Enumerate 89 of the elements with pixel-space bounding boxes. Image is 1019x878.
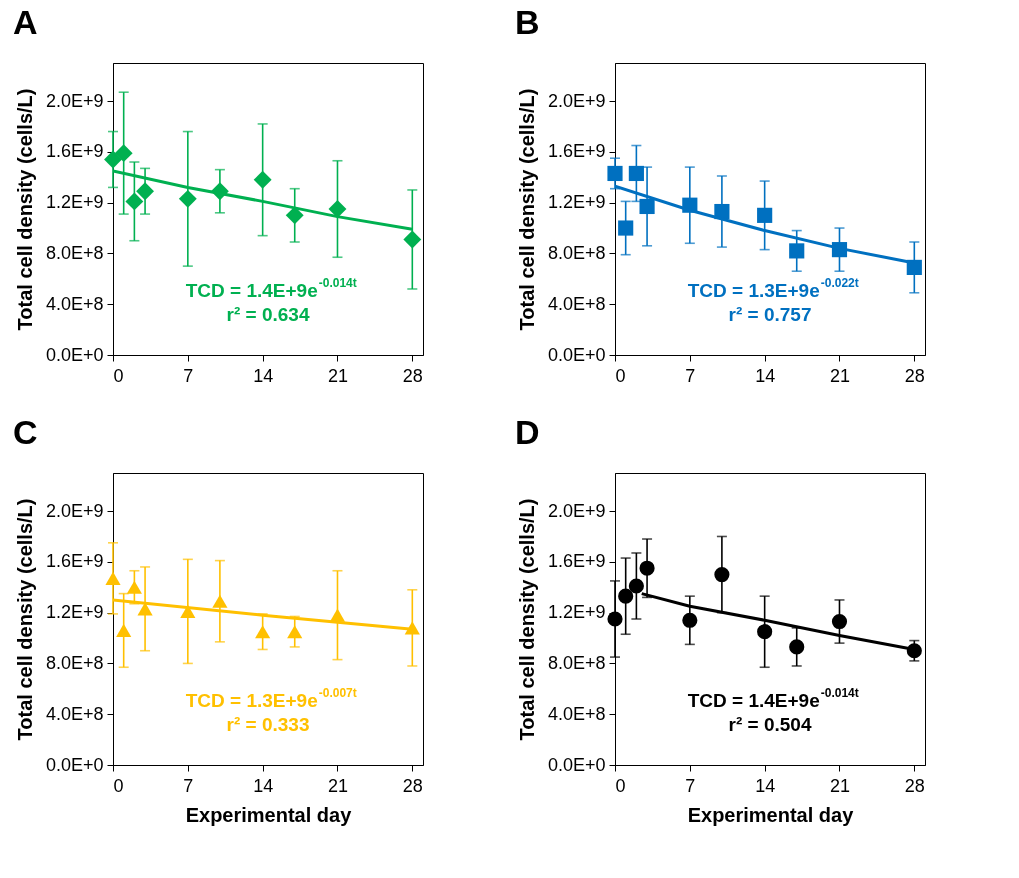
y-tick-label: 8.0E+8 xyxy=(547,242,606,263)
y-tick-label: 1.6E+9 xyxy=(45,141,104,162)
y-tick-label: 2.0E+9 xyxy=(547,500,606,521)
x-tick-label: 7 xyxy=(183,365,194,386)
point xyxy=(403,230,422,249)
y-tick-label: 2.0E+9 xyxy=(547,90,606,111)
point xyxy=(125,192,144,211)
chart-title: B xyxy=(515,3,540,41)
x-tick-label: 28 xyxy=(402,775,423,796)
point xyxy=(757,624,773,640)
x-tick-label: 28 xyxy=(904,365,925,386)
point xyxy=(178,189,197,208)
y-tick-label: 1.2E+9 xyxy=(547,192,606,213)
x-tick-label: 0 xyxy=(113,365,124,386)
point xyxy=(639,560,655,576)
point xyxy=(126,580,142,594)
x-tick-label: 14 xyxy=(253,775,274,796)
x-tick-label: 21 xyxy=(327,775,348,796)
y-tick-label: 1.6E+9 xyxy=(45,551,104,572)
point xyxy=(285,206,304,225)
annotation: r² = 0.504 xyxy=(728,713,812,735)
y-tick-label: 0.0E+0 xyxy=(547,344,606,365)
point xyxy=(105,571,121,585)
y-axis-title: Total cell density (cells/L) xyxy=(515,498,538,741)
y-tick-label: 2.0E+9 xyxy=(45,500,104,521)
y-axis-title: Total cell density (cells/L) xyxy=(13,88,36,331)
point xyxy=(831,613,848,630)
y-tick-label: 8.0E+8 xyxy=(45,242,104,263)
x-tick-label: 14 xyxy=(253,365,274,386)
point xyxy=(287,625,303,639)
x-tick-label: 14 xyxy=(755,365,776,386)
point xyxy=(618,588,634,604)
y-tick-label: 4.0E+8 xyxy=(547,293,606,314)
point xyxy=(757,207,773,223)
point xyxy=(714,567,730,583)
y-tick-label: 1.2E+9 xyxy=(45,602,104,623)
point xyxy=(628,165,644,182)
y-tick-label: 1.6E+9 xyxy=(547,141,606,162)
point xyxy=(255,625,271,639)
point xyxy=(639,198,655,215)
point xyxy=(116,623,132,637)
point xyxy=(607,165,623,182)
y-tick-label: 1.6E+9 xyxy=(547,551,606,572)
point xyxy=(114,144,133,163)
point xyxy=(212,594,228,608)
x-tick-label: 0 xyxy=(113,775,124,796)
x-axis-title: Experimental day xyxy=(687,803,855,826)
annotation: r² = 0.757 xyxy=(728,303,812,325)
chart-title: A xyxy=(13,3,38,41)
x-tick-label: 21 xyxy=(829,775,850,796)
x-tick-label: 7 xyxy=(685,775,696,796)
y-tick-label: 4.0E+8 xyxy=(547,703,606,724)
y-tick-label: 0.0E+0 xyxy=(45,754,104,775)
y-tick-label: 4.0E+8 xyxy=(45,293,104,314)
y-tick-label: 0.0E+0 xyxy=(45,344,104,365)
point xyxy=(104,150,122,169)
y-tick-label: 4.0E+8 xyxy=(45,703,104,724)
x-axis-title: Experimental day xyxy=(185,803,353,826)
point xyxy=(682,612,698,628)
annotation: r² = 0.634 xyxy=(226,303,310,325)
x-tick-label: 7 xyxy=(183,775,194,796)
point xyxy=(789,639,805,655)
point xyxy=(607,611,623,627)
y-tick-label: 1.2E+9 xyxy=(547,602,606,623)
x-tick-label: 21 xyxy=(327,365,348,386)
point xyxy=(253,170,272,189)
point xyxy=(789,243,805,259)
point xyxy=(136,182,155,201)
y-tick-label: 8.0E+8 xyxy=(45,652,104,673)
x-tick-label: 28 xyxy=(402,365,423,386)
x-tick-label: 21 xyxy=(829,365,850,386)
point xyxy=(618,220,634,236)
y-axis-title: Total cell density (cells/L) xyxy=(13,498,36,741)
y-tick-label: 0.0E+0 xyxy=(547,754,606,775)
x-tick-label: 0 xyxy=(615,365,626,386)
y-tick-label: 1.2E+9 xyxy=(45,192,104,213)
point xyxy=(628,578,644,594)
annotation: r² = 0.333 xyxy=(226,713,310,735)
x-tick-label: 7 xyxy=(685,365,696,386)
x-tick-label: 14 xyxy=(755,775,776,796)
x-tick-label: 0 xyxy=(615,775,626,796)
point xyxy=(328,200,347,218)
chart-title: C xyxy=(13,413,38,451)
chart-title: D xyxy=(515,413,540,451)
y-axis-title: Total cell density (cells/L) xyxy=(515,88,538,331)
point xyxy=(180,604,196,618)
x-tick-label: 28 xyxy=(904,775,925,796)
y-tick-label: 2.0E+9 xyxy=(45,90,104,111)
y-tick-label: 8.0E+8 xyxy=(547,652,606,673)
